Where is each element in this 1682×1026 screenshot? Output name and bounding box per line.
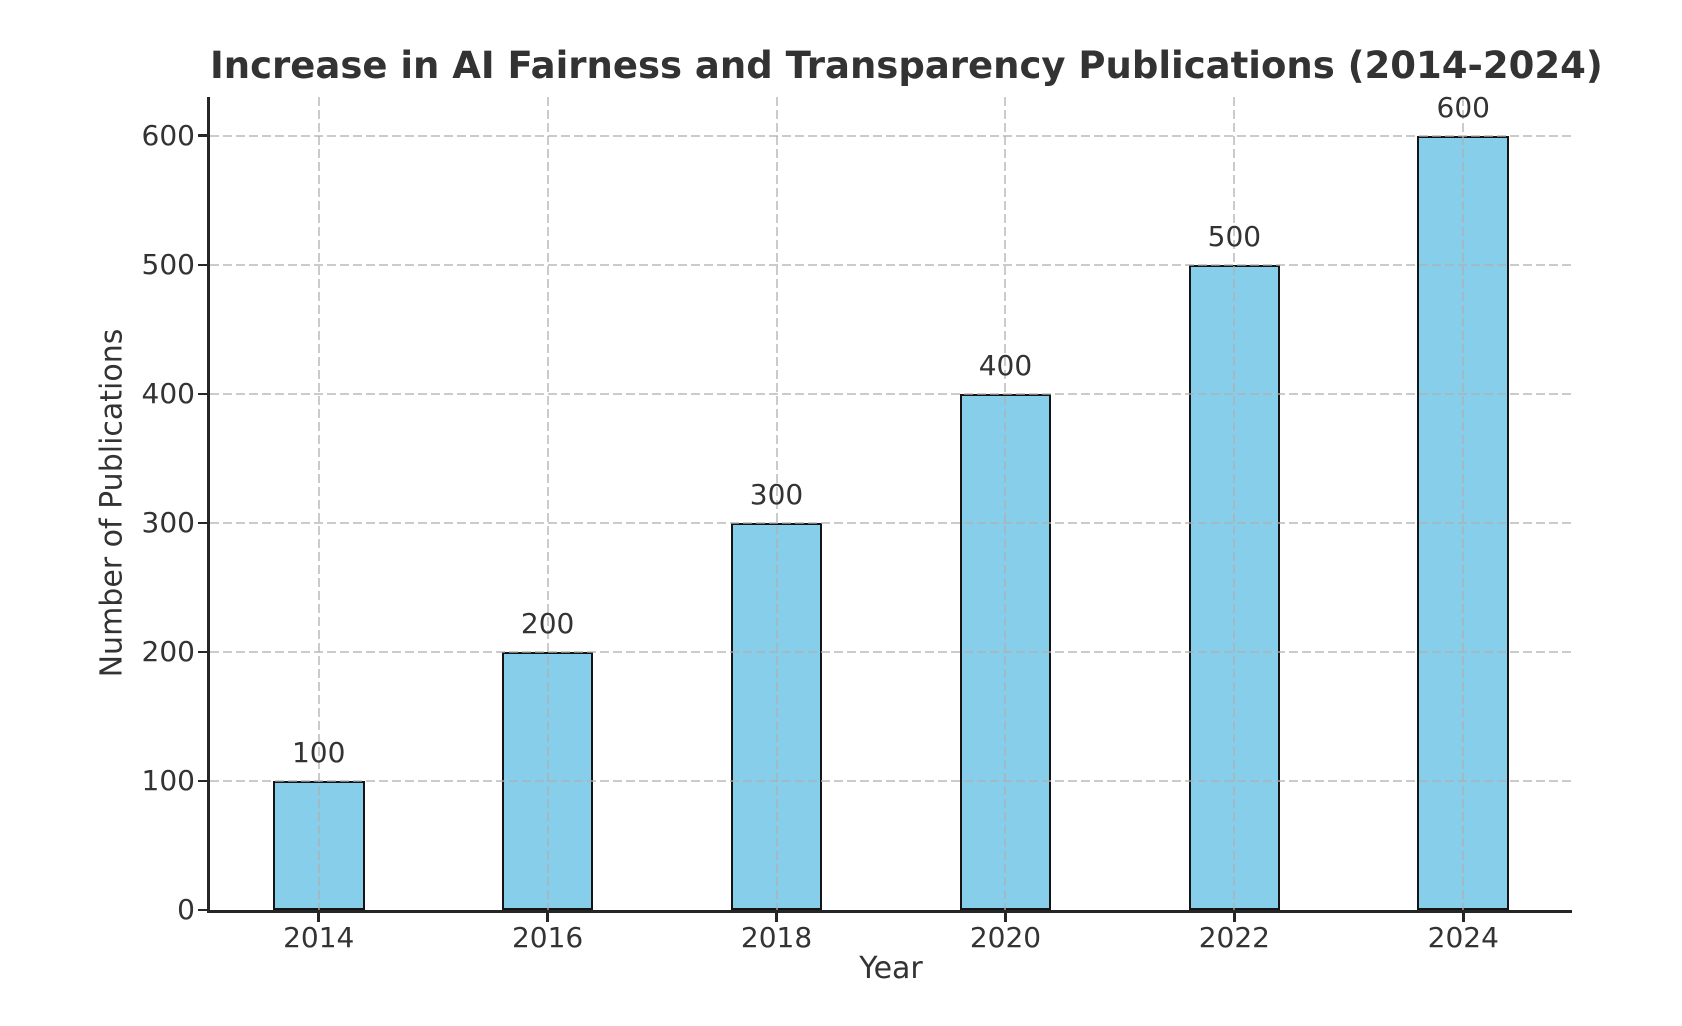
x-tick-mark-2024 (1462, 913, 1465, 922)
bar-value-label-2020: 400 (978, 348, 1033, 382)
x-tick-label-2020: 2020 (969, 921, 1042, 954)
y-tick-mark-300 (198, 521, 207, 525)
x-tick-label-2024: 2024 (1427, 921, 1499, 954)
x-tick-label-2014: 2014 (283, 921, 355, 954)
y-tick-mark-0 (198, 908, 207, 912)
h-gridline-200 (210, 650, 1572, 653)
y-tick-mark-400 (198, 392, 207, 396)
x-tick-label-2016: 2016 (511, 921, 584, 954)
bar-2020 (959, 393, 1052, 910)
chart-title: Increase in AI Fairness and Transparency… (210, 44, 1603, 87)
h-gridline-600 (210, 134, 1572, 137)
bar-2022 (1188, 264, 1281, 910)
y-tick-mark-200 (198, 650, 207, 654)
x-axis-spine (207, 910, 1572, 913)
y-tick-label-100: 100 (141, 763, 195, 797)
x-tick-label-2018: 2018 (740, 921, 813, 954)
x-tick-mark-2018 (775, 913, 778, 922)
x-tick-mark-2014 (317, 913, 320, 922)
y-tick-label-500: 500 (141, 247, 195, 281)
y-tick-label-0: 0 (177, 893, 195, 926)
y-axis-label: Number of Publications (94, 328, 130, 678)
bar-2016 (501, 651, 594, 910)
h-gridline-400 (210, 392, 1572, 395)
y-axis-spine (207, 97, 210, 913)
x-tick-mark-2016 (546, 913, 549, 922)
bar-2018 (730, 522, 823, 910)
x-axis-label: Year (859, 951, 923, 986)
y-tick-mark-600 (198, 134, 207, 137)
y-tick-mark-500 (198, 263, 207, 266)
h-gridline-300 (210, 521, 1572, 524)
bar-value-label-2022: 500 (1207, 219, 1262, 253)
plot-area: 0 100 200 300 400 500 600 2014 100 2016 200 2018 300… (142, 91, 1572, 952)
y-tick-label-400: 400 (141, 376, 195, 410)
x-tick-mark-2020 (1004, 913, 1007, 922)
bar-2014 (272, 780, 365, 910)
y-tick-mark-100 (198, 779, 207, 783)
x-tick-label-2022: 2022 (1198, 921, 1270, 954)
bar-value-label-2024: 600 (1436, 90, 1490, 124)
h-gridline-100 (210, 779, 1572, 782)
y-tick-label-200: 200 (141, 634, 195, 668)
x-tick-mark-2022 (1233, 913, 1236, 922)
h-gridline-500 (210, 263, 1572, 266)
bar-value-label-2014: 100 (291, 735, 346, 769)
bar-value-label-2016: 200 (520, 606, 575, 640)
y-tick-label-300: 300 (141, 505, 195, 539)
bar-2024 (1417, 135, 1510, 910)
bar-value-label-2018: 300 (749, 477, 804, 511)
y-tick-label-600: 600 (141, 118, 195, 152)
